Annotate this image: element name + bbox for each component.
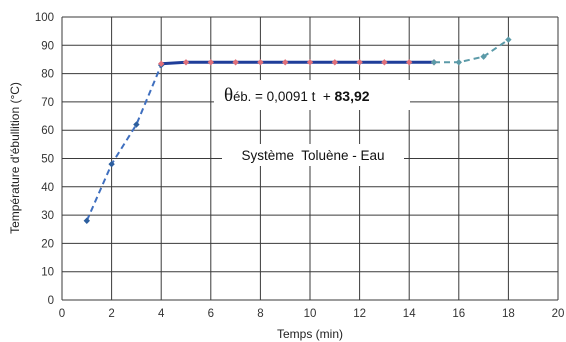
y-tick-label: 100 xyxy=(35,12,54,24)
y-tick-label: 70 xyxy=(41,97,54,109)
series-line-1 xyxy=(85,64,163,222)
data-point xyxy=(207,59,214,66)
x-tick-label: 4 xyxy=(158,308,165,320)
data-point xyxy=(182,59,190,66)
data-point xyxy=(480,53,487,60)
y-tick-label: 60 xyxy=(41,125,54,137)
x-tick-label: 16 xyxy=(452,308,465,320)
equation-constant: 83,92 xyxy=(335,88,370,104)
data-point xyxy=(133,121,140,128)
data-point xyxy=(257,59,264,66)
x-tick-label: 8 xyxy=(257,308,263,320)
data-point xyxy=(83,217,90,224)
series-markers xyxy=(83,36,512,224)
y-tick-label: 80 xyxy=(41,69,54,81)
series-lines xyxy=(85,38,509,222)
y-tick-label: 10 xyxy=(41,267,54,279)
x-tick-label: 2 xyxy=(108,308,114,320)
equation-theta: θ xyxy=(224,85,233,106)
data-point xyxy=(306,59,314,66)
y-tick-label: 40 xyxy=(41,182,54,194)
equation-box xyxy=(214,80,410,110)
y-tick-label: 50 xyxy=(41,154,54,166)
system-label-box xyxy=(222,144,404,166)
x-tick-label: 0 xyxy=(59,308,65,320)
data-point xyxy=(505,36,512,43)
x-tick-labels: 0 2 4 6 8 10 12 14 16 18 20 xyxy=(59,308,565,320)
data-point xyxy=(232,59,239,66)
data-point xyxy=(356,59,363,66)
series-line-3 xyxy=(434,38,509,64)
equation-annotation: θéb. = 0,0091 t + 83,92 xyxy=(224,85,370,106)
data-point xyxy=(331,59,338,66)
equation-subscript: éb. xyxy=(233,89,251,104)
x-tick-label: 20 xyxy=(552,308,565,320)
equation-text: = 0,0091 t + xyxy=(251,89,334,104)
y-tick-label: 0 xyxy=(48,295,54,307)
x-tick-label: 18 xyxy=(502,308,515,320)
data-point xyxy=(108,160,115,168)
data-point xyxy=(282,59,289,66)
data-point xyxy=(430,59,438,66)
data-point xyxy=(158,60,165,67)
y-tick-label: 30 xyxy=(41,210,54,222)
x-tick-label: 10 xyxy=(304,308,317,320)
y-tick-labels: 0 10 20 30 40 50 60 70 80 90 100 xyxy=(35,12,54,307)
system-label: Système Toluène - Eau xyxy=(241,148,384,163)
data-point xyxy=(406,59,413,66)
x-tick-label: 6 xyxy=(208,308,214,320)
data-point xyxy=(381,59,388,66)
data-point xyxy=(455,59,462,66)
x-tick-label: 14 xyxy=(403,308,416,320)
series-line-2 xyxy=(161,60,434,66)
x-axis-title: Temps (min) xyxy=(277,327,343,341)
y-tick-label: 90 xyxy=(41,40,54,52)
y-tick-label: 20 xyxy=(41,238,54,250)
x-tick-label: 12 xyxy=(353,308,366,320)
y-axis-title: Température d'ébullition (°C) xyxy=(8,82,22,234)
